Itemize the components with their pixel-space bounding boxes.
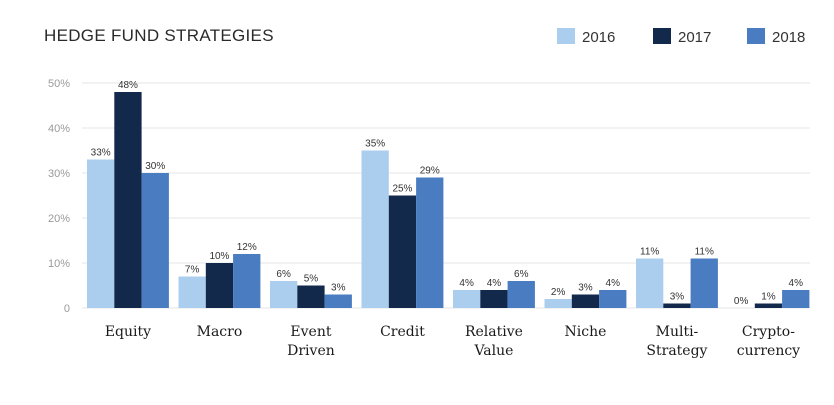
category-label: Value bbox=[473, 343, 513, 359]
data-label: 11% bbox=[695, 247, 714, 258]
category-label: currency bbox=[737, 343, 800, 359]
bar-2017-6 bbox=[663, 303, 691, 308]
y-tick-label: 40% bbox=[48, 123, 70, 135]
bar-2016-1 bbox=[178, 276, 206, 308]
legend-label-2018: 2018 bbox=[772, 29, 805, 46]
bar-2017-0 bbox=[114, 92, 142, 308]
bar-2018-1 bbox=[233, 254, 261, 308]
category-label: Multi- bbox=[656, 324, 699, 340]
data-label: 48% bbox=[118, 80, 138, 91]
category-label: Niche bbox=[565, 324, 607, 340]
category-label: Event bbox=[290, 324, 331, 340]
legend-swatch-2018 bbox=[747, 28, 765, 44]
data-label: 33% bbox=[91, 148, 111, 159]
data-label: 7% bbox=[185, 265, 200, 276]
data-label: 2% bbox=[551, 287, 566, 298]
category-label: Relative bbox=[465, 324, 523, 340]
category-label: Macro bbox=[197, 324, 243, 340]
data-label: 29% bbox=[420, 166, 440, 177]
bars bbox=[87, 92, 810, 308]
bar-2016-3 bbox=[361, 150, 389, 308]
data-labels: 33% 7% 6% 35% 4% 2% 11% 0% 48% 10% 5% 25% 4% 3% 3% 1% 30… bbox=[91, 80, 803, 307]
data-label: 0% bbox=[734, 296, 749, 307]
bar-2018-2 bbox=[324, 294, 352, 308]
bar-2016-2 bbox=[270, 281, 298, 308]
data-label: 30% bbox=[145, 161, 165, 172]
bar-2017-4 bbox=[480, 290, 508, 308]
data-label: 35% bbox=[365, 139, 385, 150]
bar-2018-4 bbox=[507, 281, 535, 308]
bar-2017-1 bbox=[205, 263, 234, 308]
category-label: Equity bbox=[105, 324, 151, 340]
data-label: 6% bbox=[276, 269, 291, 280]
bar-2016-4 bbox=[453, 290, 481, 308]
category-labels: Equity Macro Event Driven Credit Relative Valu… bbox=[105, 324, 800, 359]
bar-2018-7 bbox=[782, 290, 810, 308]
y-tick-label: 30% bbox=[48, 168, 70, 180]
data-label: 5% bbox=[304, 274, 319, 285]
data-label: 11% bbox=[640, 247, 659, 258]
data-label: 12% bbox=[237, 242, 257, 253]
bar-2017-7 bbox=[754, 303, 783, 308]
bar-2018-5 bbox=[599, 290, 627, 308]
data-label: 3% bbox=[578, 283, 593, 294]
bar-2016-6 bbox=[636, 258, 664, 308]
y-axis-ticks: 0 10% 20% 30% 40% 50% bbox=[48, 78, 70, 315]
legend-swatch-2016 bbox=[557, 28, 575, 44]
data-label: 4% bbox=[606, 278, 621, 289]
data-label: 4% bbox=[459, 278, 474, 289]
bar-2016-5 bbox=[544, 299, 572, 308]
data-label: 25% bbox=[392, 184, 412, 195]
data-label: 3% bbox=[670, 292, 685, 303]
bar-2018-6 bbox=[690, 258, 718, 308]
bar-2016-0 bbox=[87, 159, 115, 308]
legend: 2016 2017 2018 bbox=[557, 28, 805, 46]
bar-2018-3 bbox=[416, 177, 444, 308]
chart-title: HEDGE FUND STRATEGIES bbox=[44, 26, 274, 45]
bar-2017-3 bbox=[388, 195, 417, 308]
data-label: 4% bbox=[789, 278, 804, 289]
category-label: Driven bbox=[287, 343, 335, 359]
legend-label-2017: 2017 bbox=[678, 29, 711, 46]
bar-2017-2 bbox=[297, 285, 325, 308]
bar-2017-5 bbox=[571, 294, 600, 308]
bar-2018-0 bbox=[141, 173, 169, 308]
y-tick-label: 20% bbox=[48, 213, 70, 225]
legend-label-2016: 2016 bbox=[582, 29, 615, 46]
category-label: Strategy bbox=[646, 343, 707, 359]
y-tick-label: 50% bbox=[48, 78, 70, 90]
data-label: 4% bbox=[487, 278, 502, 289]
category-label: Credit bbox=[380, 324, 425, 340]
category-label: Crypto- bbox=[742, 324, 795, 340]
data-label: 6% bbox=[514, 269, 529, 280]
data-label: 3% bbox=[331, 283, 346, 294]
y-tick-label: 10% bbox=[48, 258, 70, 270]
legend-swatch-2017 bbox=[653, 28, 671, 44]
data-label: 10% bbox=[209, 251, 229, 262]
y-tick-label: 0 bbox=[64, 303, 70, 315]
data-label: 1% bbox=[761, 292, 776, 303]
